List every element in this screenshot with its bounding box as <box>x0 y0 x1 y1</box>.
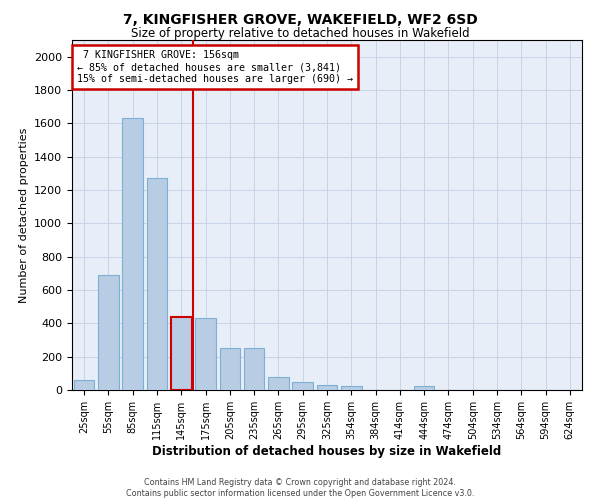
Bar <box>171 316 191 390</box>
Bar <box>98 275 119 390</box>
Text: 7 KINGFISHER GROVE: 156sqm
← 85% of detached houses are smaller (3,841)
15% of s: 7 KINGFISHER GROVE: 156sqm ← 85% of deta… <box>77 50 353 84</box>
X-axis label: Distribution of detached houses by size in Wakefield: Distribution of detached houses by size … <box>152 444 502 458</box>
Text: 7, KINGFISHER GROVE, WAKEFIELD, WF2 6SD: 7, KINGFISHER GROVE, WAKEFIELD, WF2 6SD <box>122 12 478 26</box>
Text: Contains HM Land Registry data © Crown copyright and database right 2024.
Contai: Contains HM Land Registry data © Crown c… <box>126 478 474 498</box>
Text: Size of property relative to detached houses in Wakefield: Size of property relative to detached ho… <box>131 28 469 40</box>
Y-axis label: Number of detached properties: Number of detached properties <box>19 128 29 302</box>
Bar <box>414 386 434 390</box>
Bar <box>292 382 313 390</box>
Bar <box>122 118 143 390</box>
Bar <box>220 348 240 390</box>
Bar <box>244 348 265 390</box>
Bar <box>268 376 289 390</box>
Bar <box>74 380 94 390</box>
Bar <box>317 385 337 390</box>
Bar <box>195 318 216 390</box>
Bar <box>341 386 362 390</box>
Bar <box>146 178 167 390</box>
